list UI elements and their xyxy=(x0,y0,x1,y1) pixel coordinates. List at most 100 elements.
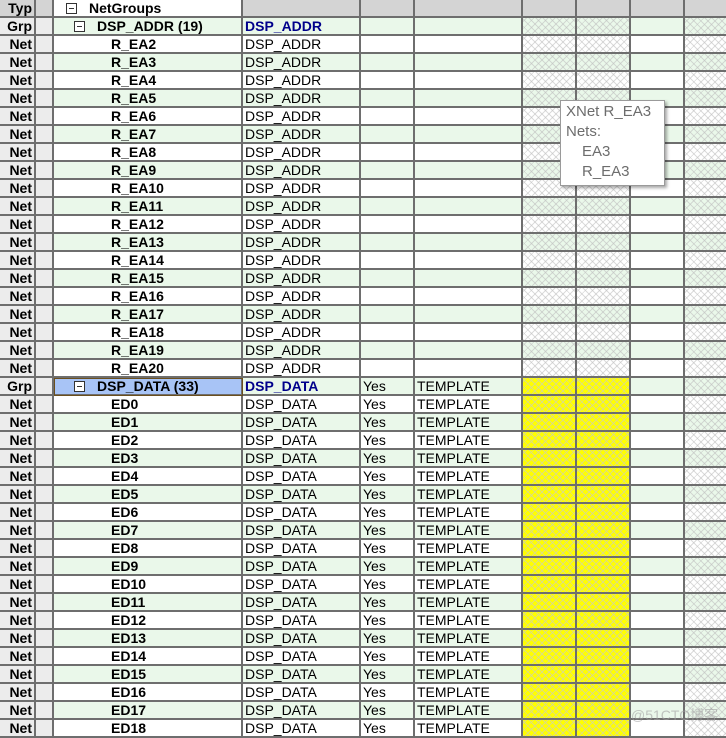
row-selector[interactable] xyxy=(36,252,54,270)
netgroup-cell[interactable]: DSP_ADDR xyxy=(243,144,361,162)
flag-cell[interactable] xyxy=(361,252,415,270)
property-cell[interactable] xyxy=(685,252,726,270)
flag-cell[interactable] xyxy=(361,18,415,36)
property-cell[interactable] xyxy=(631,324,685,342)
netgroup-cell[interactable]: DSP_DATA xyxy=(243,540,361,558)
netgroup-cell[interactable]: DSP_DATA xyxy=(243,396,361,414)
net-name-cell[interactable]: ED6 xyxy=(54,504,243,522)
row-selector[interactable] xyxy=(36,486,54,504)
property-cell[interactable] xyxy=(685,18,726,36)
row-selector[interactable] xyxy=(36,216,54,234)
property-cell[interactable] xyxy=(523,252,577,270)
property-cell[interactable] xyxy=(685,684,726,702)
template-cell[interactable]: TEMPLATE xyxy=(415,414,523,432)
netgroup-cell[interactable]: DSP_DATA xyxy=(243,522,361,540)
template-cell[interactable] xyxy=(415,90,523,108)
property-cell[interactable] xyxy=(631,540,685,558)
net-name-cell[interactable]: R_EA14 xyxy=(54,252,243,270)
flag-cell[interactable]: Yes xyxy=(361,576,415,594)
property-cell[interactable] xyxy=(577,666,631,684)
row-selector[interactable] xyxy=(36,144,54,162)
property-cell[interactable] xyxy=(577,504,631,522)
net-row[interactable]: Net R_EA3 DSP_ADDR xyxy=(0,54,726,72)
flag-cell[interactable] xyxy=(361,54,415,72)
group-name-cell[interactable]: DSP_DATA (33) xyxy=(54,378,243,396)
flag-cell[interactable] xyxy=(361,306,415,324)
netgroup-cell[interactable]: DSP_ADDR xyxy=(243,234,361,252)
property-cell[interactable] xyxy=(523,450,577,468)
property-cell[interactable] xyxy=(631,216,685,234)
property-cell[interactable] xyxy=(577,234,631,252)
template-cell[interactable]: TEMPLATE xyxy=(415,648,523,666)
row-selector[interactable] xyxy=(36,54,54,72)
net-row[interactable]: Net R_EA15 DSP_ADDR xyxy=(0,270,726,288)
net-name-cell[interactable]: ED9 xyxy=(54,558,243,576)
property-cell[interactable] xyxy=(577,630,631,648)
net-name-cell[interactable]: ED0 xyxy=(54,396,243,414)
template-cell[interactable] xyxy=(415,108,523,126)
flag-cell[interactable] xyxy=(361,144,415,162)
net-row[interactable]: Net R_EA16 DSP_ADDR xyxy=(0,288,726,306)
flag-cell[interactable]: Yes xyxy=(361,594,415,612)
property-cell[interactable] xyxy=(631,684,685,702)
net-name-cell[interactable]: R_EA3 xyxy=(54,54,243,72)
flag-cell[interactable] xyxy=(361,342,415,360)
flag-cell[interactable] xyxy=(361,234,415,252)
property-cell[interactable] xyxy=(631,234,685,252)
property-cell[interactable] xyxy=(685,162,726,180)
property-cell[interactable] xyxy=(631,468,685,486)
property-cell[interactable] xyxy=(685,450,726,468)
netgroup-cell[interactable]: DSP_ADDR xyxy=(243,126,361,144)
netgroup-cell[interactable]: DSP_ADDR xyxy=(243,342,361,360)
netgroup-cell[interactable]: DSP_DATA xyxy=(243,486,361,504)
template-cell[interactable]: TEMPLATE xyxy=(415,666,523,684)
net-row[interactable]: Net ED7 DSP_DATA Yes TEMPLATE xyxy=(0,522,726,540)
net-name-cell[interactable]: ED8 xyxy=(54,540,243,558)
property-cell[interactable] xyxy=(577,648,631,666)
netgroup-cell[interactable]: DSP_ADDR xyxy=(243,216,361,234)
property-cell[interactable] xyxy=(523,396,577,414)
net-row[interactable]: Net R_EA19 DSP_ADDR xyxy=(0,342,726,360)
property-cell[interactable] xyxy=(523,486,577,504)
template-cell[interactable]: TEMPLATE xyxy=(415,630,523,648)
property-cell[interactable] xyxy=(685,198,726,216)
net-name-cell[interactable]: ED16 xyxy=(54,684,243,702)
property-cell[interactable] xyxy=(523,324,577,342)
flag-cell[interactable] xyxy=(361,216,415,234)
row-selector[interactable] xyxy=(36,702,54,720)
net-name-cell[interactable]: ED17 xyxy=(54,702,243,720)
net-row[interactable]: Net R_EA11 DSP_ADDR xyxy=(0,198,726,216)
net-name-cell[interactable]: R_EA4 xyxy=(54,72,243,90)
row-selector[interactable] xyxy=(36,270,54,288)
template-cell[interactable] xyxy=(415,324,523,342)
property-cell[interactable] xyxy=(631,558,685,576)
netgroup-cell[interactable]: DSP_DATA xyxy=(243,684,361,702)
flag-cell[interactable]: Yes xyxy=(361,432,415,450)
net-name-cell[interactable]: ED12 xyxy=(54,612,243,630)
netgroup-cell[interactable]: DSP_ADDR xyxy=(243,360,361,378)
net-name-cell[interactable]: ED2 xyxy=(54,432,243,450)
template-cell[interactable] xyxy=(415,126,523,144)
template-cell[interactable] xyxy=(415,252,523,270)
property-cell[interactable] xyxy=(577,18,631,36)
property-cell[interactable] xyxy=(577,450,631,468)
property-cell[interactable] xyxy=(631,702,685,720)
net-name-cell[interactable]: ED4 xyxy=(54,468,243,486)
net-name-cell[interactable]: ED11 xyxy=(54,594,243,612)
property-cell[interactable] xyxy=(523,288,577,306)
row-selector[interactable] xyxy=(36,288,54,306)
group-row[interactable]: Grp DSP_ADDR (19) DSP_ADDR xyxy=(0,18,726,36)
collapse-icon[interactable] xyxy=(74,381,85,392)
property-cell[interactable] xyxy=(631,360,685,378)
flag-cell[interactable] xyxy=(361,270,415,288)
property-cell[interactable] xyxy=(631,612,685,630)
flag-cell[interactable] xyxy=(361,72,415,90)
flag-cell[interactable] xyxy=(361,90,415,108)
netgroup-cell[interactable]: DSP_ADDR xyxy=(243,270,361,288)
flag-cell[interactable] xyxy=(361,162,415,180)
property-cell[interactable] xyxy=(577,684,631,702)
netgroup-cell[interactable]: DSP_DATA xyxy=(243,450,361,468)
property-cell[interactable] xyxy=(631,414,685,432)
property-cell[interactable] xyxy=(631,288,685,306)
net-row[interactable]: Net ED10 DSP_DATA Yes TEMPLATE xyxy=(0,576,726,594)
